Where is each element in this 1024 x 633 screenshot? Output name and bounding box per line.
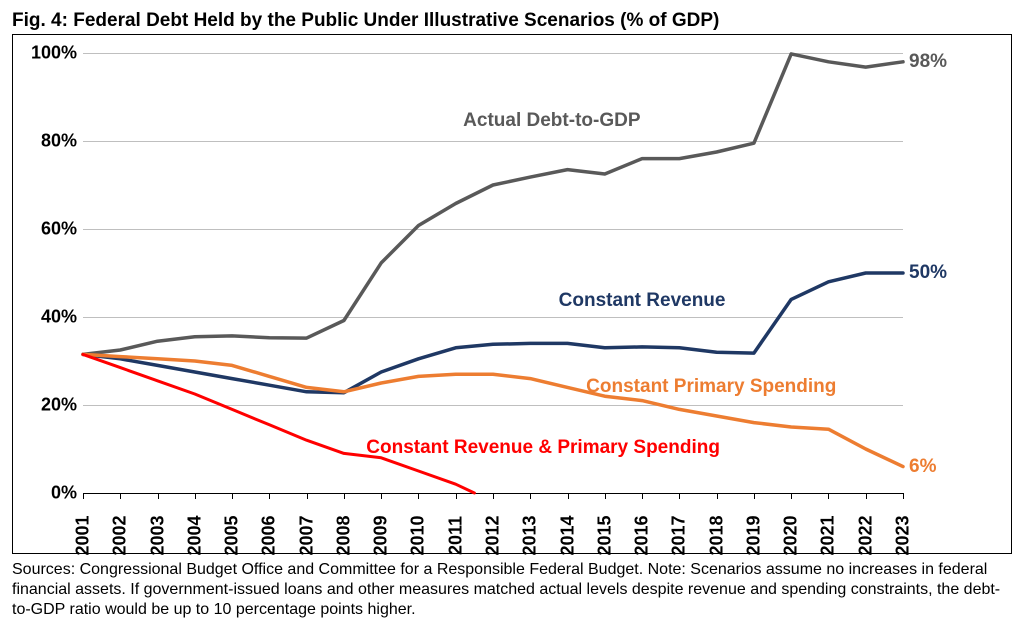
- y-tick-label: 100%: [19, 43, 77, 64]
- x-tick-label: 2009: [371, 515, 392, 555]
- end-label-const_rev: 50%: [909, 262, 947, 284]
- x-tick-label: 2008: [333, 515, 354, 555]
- x-tick-mark: [791, 493, 792, 499]
- x-tick-mark: [307, 493, 308, 499]
- plot-area: Actual Debt-to-GDP 98% Constant Revenue 50%…: [83, 53, 953, 493]
- x-tick-mark: [866, 493, 867, 499]
- x-tick-mark: [232, 493, 233, 499]
- x-tick-label: 2003: [147, 515, 168, 555]
- x-tick-mark: [530, 493, 531, 499]
- x-tick-mark: [456, 493, 457, 499]
- x-tick-label: 2007: [296, 515, 317, 555]
- end-label-const_prim_spend: 6%: [909, 456, 936, 478]
- x-tick-label: 2020: [781, 515, 802, 555]
- x-tick-label: 2014: [557, 515, 578, 555]
- x-tick-mark: [269, 493, 270, 499]
- chart-frame: 0% 20% 40% 60% 80% 100% Actual Debt-to-GDP 98%…: [12, 34, 1012, 554]
- series-label-const_rev: Constant Revenue: [559, 290, 726, 312]
- x-tick-label: 2021: [818, 515, 839, 555]
- x-tick-label: 2016: [632, 515, 653, 555]
- x-tick-mark: [642, 493, 643, 499]
- figure-title: Fig. 4: Federal Debt Held by the Public …: [12, 10, 1012, 32]
- x-tick-label: 2013: [520, 515, 541, 555]
- x-tick-mark: [605, 493, 606, 499]
- y-tick-label: 60%: [19, 219, 77, 240]
- x-tick-label: 2001: [73, 515, 94, 555]
- x-tick-mark: [381, 493, 382, 499]
- x-tick-label: 2004: [184, 515, 205, 555]
- series-label-const_prim_spend: Constant Primary Spending: [586, 376, 836, 398]
- end-label-actual: 98%: [909, 51, 947, 73]
- x-tick-label: 2006: [259, 515, 280, 555]
- x-tick-label: 2011: [445, 516, 466, 555]
- figure-footnote-wrap: Sources: Congressional Budget Office and…: [12, 560, 1012, 620]
- x-tick-label: 2018: [706, 515, 727, 555]
- x-tick-label: 2010: [408, 515, 429, 555]
- x-tick-mark: [83, 493, 84, 499]
- x-tick-mark: [717, 493, 718, 499]
- x-tick-mark: [568, 493, 569, 499]
- series-label-const_rev_spend: Constant Revenue & Primary Spending: [366, 437, 720, 459]
- y-tick-label: 20%: [19, 395, 77, 416]
- x-tick-mark: [158, 493, 159, 499]
- x-tick-mark: [120, 493, 121, 499]
- x-tick-mark: [344, 493, 345, 499]
- x-tick-label: 2005: [222, 515, 243, 555]
- x-tick-mark: [679, 493, 680, 499]
- x-tick-label: 2015: [594, 515, 615, 555]
- series-label-actual: Actual Debt-to-GDP: [463, 110, 640, 132]
- x-tick-label: 2012: [483, 515, 504, 555]
- x-tick-label: 2023: [893, 515, 914, 555]
- x-tick-label: 2022: [855, 515, 876, 555]
- x-tick-mark: [418, 493, 419, 499]
- x-tick-mark: [903, 493, 904, 499]
- x-tick-label: 2019: [743, 515, 764, 555]
- x-tick-mark: [828, 493, 829, 499]
- x-tick-mark: [493, 493, 494, 499]
- y-tick-label: 0%: [19, 483, 77, 504]
- y-tick-label: 40%: [19, 307, 77, 328]
- figure-page: { "layout": { "page_w": 1024, "page_h": …: [0, 0, 1024, 633]
- figure-footnote: Sources: Congressional Budget Office and…: [12, 561, 1000, 618]
- x-tick-label: 2017: [669, 515, 690, 555]
- series-line-actual: [83, 54, 903, 355]
- x-tick-label: 2002: [110, 515, 131, 555]
- x-tick-mark: [754, 493, 755, 499]
- x-tick-mark: [195, 493, 196, 499]
- y-tick-label: 80%: [19, 131, 77, 152]
